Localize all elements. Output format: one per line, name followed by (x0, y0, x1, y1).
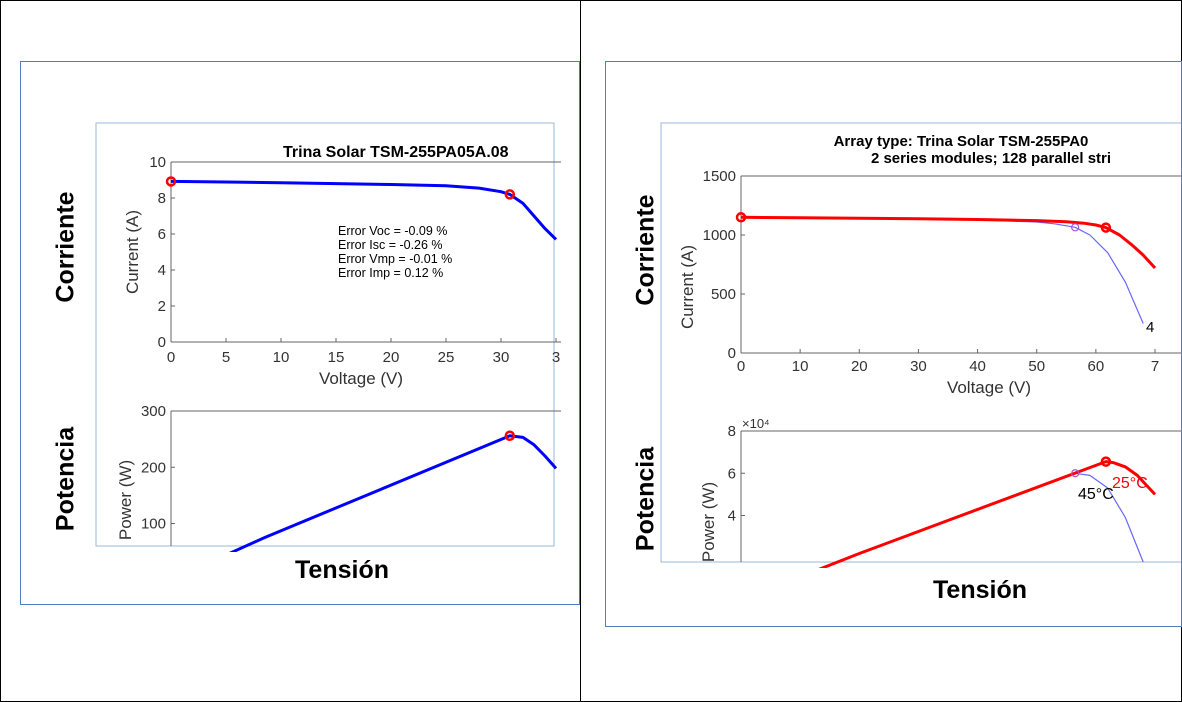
x-tick-label: 0 (737, 358, 745, 375)
x-tick-label: 0 (167, 349, 175, 366)
y-tick-label: 8 (158, 190, 166, 207)
y-tick-label: 1500 (703, 168, 736, 185)
power-curve-45c-line (1075, 472, 1144, 563)
data-point-marker (504, 189, 516, 200)
figure-inner-border (95, 122, 555, 547)
x-tick-label: 20 (851, 358, 868, 375)
x-tick-label: 5 (222, 349, 230, 366)
x-tick-label: 3 (552, 349, 560, 366)
y-tick-label: 500 (711, 286, 736, 303)
temperature-annotation-25c: 25°C (1112, 475, 1148, 492)
y-tick-label: 10 (149, 154, 166, 171)
y-tick-label: 100 (141, 516, 166, 533)
error-annotation: Error Voc = -0.09 % (338, 224, 447, 238)
y-tick-label: 0 (728, 345, 736, 362)
x-tick-label: 15 (328, 349, 345, 366)
y-axis-label: Current (A) (123, 210, 142, 294)
data-point-marker (165, 176, 177, 187)
power-curve-line (228, 434, 558, 552)
tension-label: Tensión (295, 556, 389, 584)
potencia-label: Potencia (51, 426, 80, 532)
chart-subtitle: 2 series modules; 128 parallel stri (871, 150, 1111, 167)
tension-label: Tensión (933, 576, 1027, 604)
y-axis-label: Power (W) (699, 482, 718, 562)
y-tick-label: 200 (141, 459, 166, 476)
y-tick-label: 6 (158, 226, 166, 243)
iv-curve-line (170, 179, 558, 241)
potencia-label: Potencia (631, 446, 660, 552)
x-tick-label: 30 (910, 358, 927, 375)
y-tick-label: 0 (158, 334, 166, 351)
y-exponent-label: ×10⁴ (742, 416, 770, 431)
y-axis-label: Current (A) (678, 245, 697, 329)
y-tick-label: 4 (728, 508, 736, 525)
temperature-annotation: 4 (1146, 319, 1154, 336)
data-point-marker (1071, 469, 1080, 478)
x-tick-label: 7 (1151, 358, 1159, 375)
x-tick-label: 10 (273, 349, 290, 366)
figure-left: Trina Solar TSM-255PA05A.080 5 10 15 20 25 30 3… (95, 122, 561, 552)
power-curve-25c-line (818, 460, 1157, 568)
y-tick-label: 2 (158, 298, 166, 315)
y-tick-label: 4 (158, 262, 166, 279)
error-annotation: Error Vmp = -0.01 % (338, 252, 452, 266)
temperature-annotation-45c: 45°C (1078, 486, 1114, 503)
x-tick-label: 10 (792, 358, 809, 375)
y-tick-label: 6 (728, 465, 736, 482)
x-tick-label: 50 (1028, 358, 1045, 375)
corriente-label: Corriente (631, 194, 660, 306)
figure-inner-border (660, 122, 1181, 563)
corriente-label: Corriente (51, 191, 80, 303)
y-tick-label: 1000 (703, 227, 736, 244)
error-annotation: Error Isc = -0.26 % (338, 238, 443, 252)
iv-curve-25c-line (740, 215, 1157, 270)
x-tick-label: 30 (493, 349, 510, 366)
y-axis-label: Power (W) (116, 460, 135, 540)
x-tick-label: 60 (1088, 358, 1105, 375)
x-tick-label: 25 (438, 349, 455, 366)
data-point-marker (1071, 223, 1080, 232)
chart-title: Trina Solar TSM-255PA05A.08 (283, 144, 509, 161)
data-point-marker (504, 430, 516, 441)
chart-title: Array type: Trina Solar TSM-255PA0 (834, 133, 1089, 150)
y-tick-label: 300 (141, 403, 166, 420)
error-annotation: Error Imp = 0.12 % (338, 266, 443, 280)
figure-frame-left: Trina Solar TSM-255PA05A.08 0 5 10 15 20 25 30 3… (20, 61, 580, 605)
x-axis-label: Voltage (V) (319, 369, 403, 388)
data-point-marker (1100, 456, 1112, 467)
data-point-marker (1100, 222, 1112, 233)
data-point-marker (735, 212, 747, 223)
figure-frame-right: Array type: Trina Solar TSM-255PA0 2 seri… (605, 61, 1182, 627)
x-axis-label: Voltage (V) (947, 378, 1031, 397)
x-tick-label: 20 (383, 349, 400, 366)
y-tick-label: 8 (728, 423, 736, 440)
x-tick-label: 40 (969, 358, 986, 375)
